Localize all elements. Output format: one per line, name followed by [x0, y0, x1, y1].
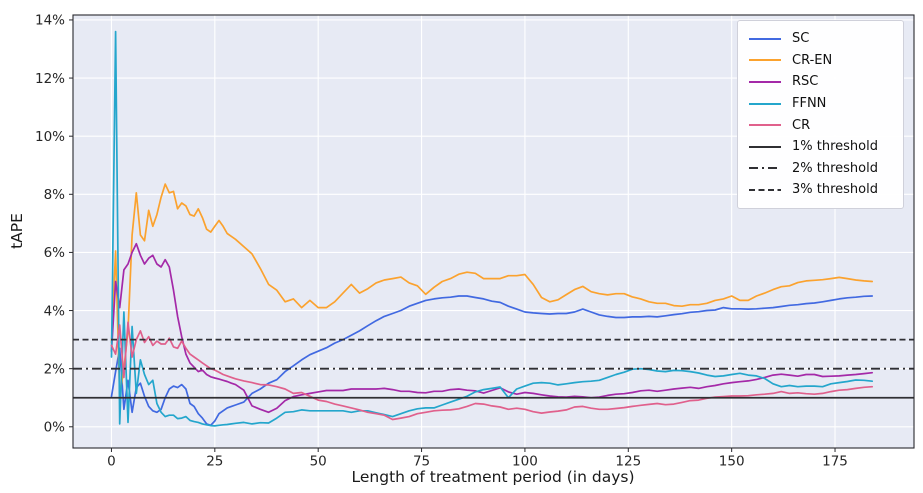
- legend-label: CR-EN: [792, 52, 833, 68]
- y-tick-label: 2%: [44, 361, 66, 377]
- series-line-rsc: [110, 242, 874, 414]
- y-tick-label: 6%: [44, 245, 66, 261]
- legend-swatch-line: [749, 145, 781, 148]
- y-tick-label: 0%: [44, 420, 66, 436]
- legend-item-2-threshold: 2% threshold: [748, 158, 895, 180]
- legend-label: RSC: [792, 74, 819, 90]
- legend-swatch-line: [749, 102, 781, 105]
- legend-item-cr: CR: [748, 114, 895, 136]
- x-tick-label: 75: [413, 454, 430, 470]
- legend-label: 1% threshold: [792, 139, 878, 155]
- x-tick-label: 25: [206, 454, 223, 470]
- series-line-sc: [110, 295, 874, 427]
- legend: SC CR-EN RSC FFNN CR 1% threshold 2% threshold…: [737, 20, 904, 209]
- x-tick-label: 175: [822, 454, 848, 470]
- legend-item-ffnn: FFNN: [748, 93, 895, 115]
- x-tick-label: 50: [310, 454, 327, 470]
- legend-swatch-line: [749, 189, 781, 191]
- y-tick-label: 8%: [44, 187, 66, 203]
- legend-label: 3% threshold: [792, 182, 878, 198]
- legend-item-sc: SC: [748, 28, 895, 50]
- legend-label: 2% threshold: [792, 160, 878, 176]
- axes-spines: [72, 14, 915, 449]
- legend-label: FFNN: [792, 96, 827, 112]
- legend-swatch-line: [749, 59, 781, 62]
- legend-label: CR: [792, 117, 811, 133]
- y-axis-label: tAPE: [8, 213, 26, 249]
- y-tick-label: 14%: [35, 13, 65, 29]
- x-tick-label: 0: [107, 454, 116, 470]
- legend-swatch-line: [749, 37, 781, 40]
- y-tick-label: 10%: [35, 129, 65, 145]
- series-line-cr-en: [110, 183, 874, 396]
- y-tick-label: 12%: [35, 71, 65, 87]
- x-tick-label: 100: [512, 454, 538, 470]
- x-axis-label: Length of treatment period (in days): [351, 468, 635, 486]
- legend-swatch-line: [749, 81, 781, 83]
- y-tick-label: 4%: [44, 303, 66, 319]
- series-line-ffnn: [110, 30, 874, 427]
- legend-swatch-line: [749, 167, 781, 170]
- x-tick-label: 125: [615, 454, 641, 470]
- legend-swatch-line: [749, 124, 781, 127]
- legend-item-cr-en: CR-EN: [748, 50, 895, 72]
- x-tick-label: 150: [719, 454, 745, 470]
- legend-label: SC: [792, 31, 810, 47]
- legend-item-1-threshold: 1% threshold: [748, 136, 895, 158]
- legend-item-rsc: RSC: [748, 71, 895, 93]
- series-line-cr: [110, 321, 874, 421]
- legend-item-3-threshold: 3% threshold: [748, 179, 895, 201]
